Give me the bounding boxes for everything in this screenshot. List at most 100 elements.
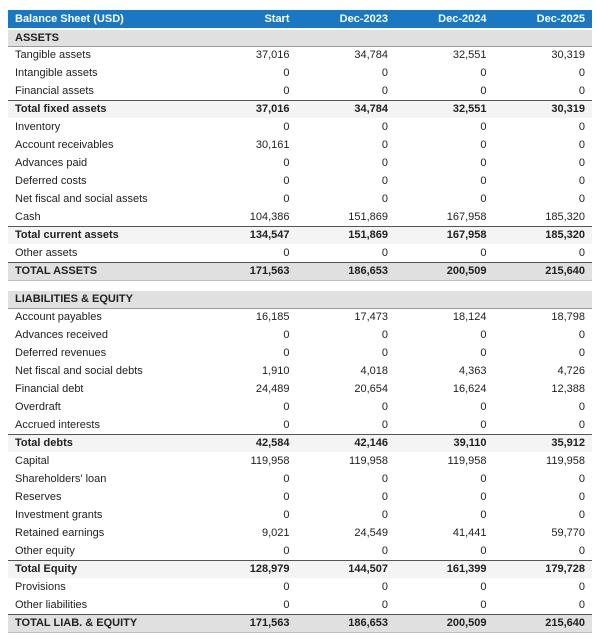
column-header-start: Start — [198, 10, 297, 30]
row-label: Account receivables — [8, 136, 198, 154]
table-row-deferred-costs: Deferred costs 0 0 0 0 — [8, 172, 592, 190]
cell-value-dec-2024: 0 — [395, 154, 494, 172]
cell-value-dec-2023: 0 — [296, 398, 395, 416]
cell-value-dec-2023: 0 — [296, 488, 395, 506]
cell-value-dec-2024: 167,958 — [395, 208, 494, 226]
cell-value-dec-2025: 0 — [493, 64, 592, 82]
row-label: Net fiscal and social debts — [8, 362, 198, 380]
cell-value-dec-2023: 0 — [296, 416, 395, 434]
cell-value-start: 104,386 — [198, 208, 297, 226]
cell-value-start: 128,979 — [198, 559, 297, 578]
cell-value-dec-2024: 0 — [395, 578, 494, 596]
row-label: Accrued interests — [8, 416, 198, 434]
row-label: TOTAL LIAB. & EQUITY — [8, 613, 198, 633]
cell-value-dec-2024: 200,509 — [395, 613, 494, 633]
cell-value-dec-2025: 59,770 — [493, 524, 592, 542]
cell-value-start: 134,547 — [198, 225, 297, 244]
cell-value-dec-2025: 0 — [493, 416, 592, 434]
row-label: Total Equity — [8, 559, 198, 578]
cell-value-start: 1,910 — [198, 362, 297, 380]
cell-value-start: 30,161 — [198, 136, 297, 154]
cell-value-dec-2024: 0 — [395, 488, 494, 506]
cell-value-dec-2025: 0 — [493, 154, 592, 172]
cell-value-dec-2023: 119,958 — [296, 452, 395, 470]
balance-sheet-body: ASSETS Tangible assets 37,016 34,784 32,551 3… — [8, 29, 592, 633]
cell-value-start: 16,185 — [198, 308, 297, 326]
cell-value-dec-2024: 0 — [395, 506, 494, 524]
cell-value-start: 171,563 — [198, 261, 297, 281]
table-row-inventory: Inventory 0 0 0 0 — [8, 118, 592, 136]
cell-value-dec-2024: 0 — [395, 470, 494, 488]
section-header-label: LIABILITIES & EQUITY — [8, 291, 592, 309]
cell-value-dec-2023: 0 — [296, 82, 395, 100]
table-row-overdraft: Overdraft 0 0 0 0 — [8, 398, 592, 416]
row-label: Total fixed assets — [8, 99, 198, 118]
cell-value-dec-2023: 0 — [296, 190, 395, 208]
cell-value-dec-2024: 18,124 — [395, 308, 494, 326]
cell-value-dec-2023: 17,473 — [296, 308, 395, 326]
cell-value-dec-2024: 0 — [395, 118, 494, 136]
cell-value-dec-2023: 151,869 — [296, 225, 395, 244]
cell-value-dec-2024: 4,363 — [395, 362, 494, 380]
cell-value-start: 0 — [198, 596, 297, 614]
cell-value-dec-2025: 215,640 — [493, 613, 592, 633]
cell-value-start: 9,021 — [198, 524, 297, 542]
row-label: Capital — [8, 452, 198, 470]
cell-value-dec-2025: 0 — [493, 542, 592, 560]
cell-value-dec-2025: 179,728 — [493, 559, 592, 578]
table-row-total-equity: Total Equity 128,979 144,507 161,399 179,728 — [8, 559, 592, 578]
cell-value-dec-2023: 144,507 — [296, 559, 395, 578]
cell-value-dec-2024: 0 — [395, 82, 494, 100]
cell-value-dec-2024: 0 — [395, 64, 494, 82]
table-row-total-fixed-assets: Total fixed assets 37,016 34,784 32,551 30,3… — [8, 99, 592, 118]
row-label: Shareholders' loan — [8, 470, 198, 488]
row-label: TOTAL ASSETS — [8, 261, 198, 281]
cell-value-dec-2025: 215,640 — [493, 261, 592, 281]
cell-value-start: 24,489 — [198, 380, 297, 398]
table-row-retained-earnings: Retained earnings 9,021 24,549 41,441 59,770 — [8, 524, 592, 542]
row-label: Investment grants — [8, 506, 198, 524]
cell-value-start: 42,584 — [198, 433, 297, 452]
table-row-investment-grants: Investment grants 0 0 0 0 — [8, 506, 592, 524]
row-label: Deferred revenues — [8, 344, 198, 362]
cell-value-dec-2025: 18,798 — [493, 308, 592, 326]
cell-value-dec-2023: 24,549 — [296, 524, 395, 542]
row-label: Provisions — [8, 578, 198, 596]
cell-value-dec-2025: 30,319 — [493, 99, 592, 118]
cell-value-start: 0 — [198, 118, 297, 136]
cell-value-dec-2024: 200,509 — [395, 261, 494, 281]
cell-value-dec-2023: 186,653 — [296, 613, 395, 633]
cell-value-dec-2025: 119,958 — [493, 452, 592, 470]
cell-value-dec-2024: 0 — [395, 244, 494, 262]
table-header-row: Balance Sheet (USD) Start Dec-2023 Dec-2… — [8, 10, 592, 30]
cell-value-start: 0 — [198, 416, 297, 434]
table-row-provisions: Provisions 0 0 0 0 — [8, 578, 592, 596]
balance-sheet-table: Balance Sheet (USD) Start Dec-2023 Dec-2… — [8, 10, 592, 633]
cell-value-start: 0 — [198, 398, 297, 416]
cell-value-dec-2023: 0 — [296, 542, 395, 560]
table-row-account-receivables: Account receivables 30,161 0 0 0 — [8, 136, 592, 154]
row-label: Advances received — [8, 326, 198, 344]
table-row-other-liabilities: Other liabilities 0 0 0 0 — [8, 596, 592, 614]
table-row-advances-paid: Advances paid 0 0 0 0 — [8, 154, 592, 172]
cell-value-dec-2025: 0 — [493, 326, 592, 344]
cell-value-start: 0 — [198, 82, 297, 100]
cell-value-dec-2025: 185,320 — [493, 208, 592, 226]
cell-value-dec-2024: 0 — [395, 542, 494, 560]
table-row-total-liab-equity: TOTAL LIAB. & EQUITY 171,563 186,653 200,50… — [8, 613, 592, 633]
row-label: Account payables — [8, 308, 198, 326]
cell-value-dec-2023: 0 — [296, 326, 395, 344]
table-row-net-fiscal-and-social-assets: Net fiscal and social assets 0 0 0 0 — [8, 190, 592, 208]
table-title: Balance Sheet (USD) — [8, 10, 198, 30]
cell-value-dec-2023: 34,784 — [296, 99, 395, 118]
cell-value-dec-2024: 161,399 — [395, 559, 494, 578]
table-row-accrued-interests: Accrued interests 0 0 0 0 — [8, 416, 592, 434]
cell-value-dec-2023: 0 — [296, 506, 395, 524]
column-header-dec-2023: Dec-2023 — [296, 10, 395, 30]
spacer-cell — [8, 280, 592, 291]
cell-value-start: 0 — [198, 488, 297, 506]
cell-value-dec-2023: 151,869 — [296, 208, 395, 226]
cell-value-dec-2024: 41,441 — [395, 524, 494, 542]
cell-value-dec-2024: 39,110 — [395, 433, 494, 452]
section-header-label: ASSETS — [8, 29, 592, 47]
